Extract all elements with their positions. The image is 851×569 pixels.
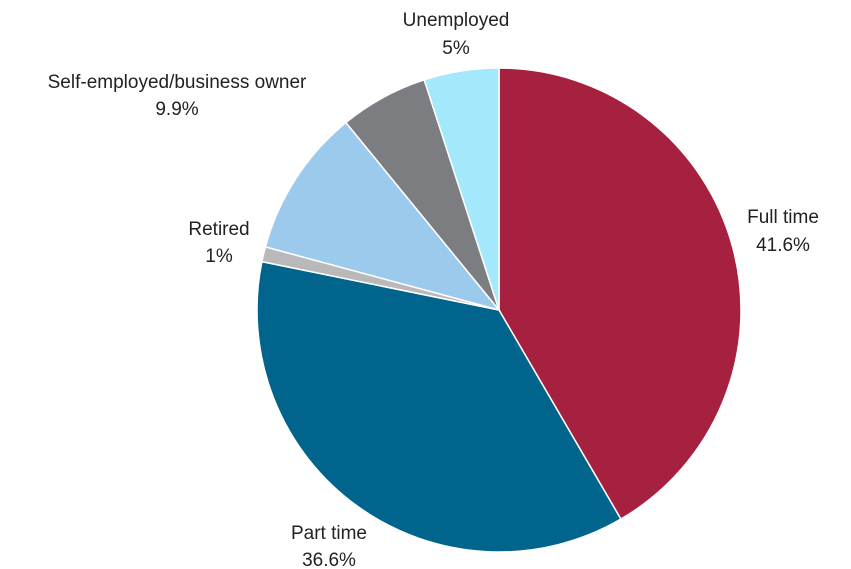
self-employed-value: 9.9%: [155, 99, 198, 120]
slice-label-unemployed: Unemployed 5%: [403, 10, 510, 59]
full-time-value: 41.6%: [756, 235, 810, 256]
pie-slice-full-time-0: [498, 67, 742, 521]
part-time-label: Part time: [291, 523, 367, 544]
unemployed-label: Unemployed: [403, 10, 510, 31]
slice-label-self-employed: Self-employed/business owner 9.9%: [48, 72, 307, 120]
part-time-value: 36.6%: [302, 550, 356, 569]
slice-label-retired: Retired 1%: [188, 219, 249, 267]
slice-label-part-time: Part time 36.6%: [291, 523, 367, 569]
pie-slice-unemployed-5: [423, 67, 500, 311]
pie-slices: [256, 67, 742, 553]
self-employed-label: Self-employed/business owner: [48, 72, 307, 93]
full-time-label: Full time: [747, 207, 819, 228]
retired-value: 1%: [205, 246, 233, 267]
retired-label: Retired: [188, 219, 249, 240]
slice-label-full-time: Full time 41.6%: [747, 207, 819, 256]
unemployed-value: 5%: [442, 38, 470, 59]
pie-slice-part-time-1: [256, 260, 622, 553]
pie-slice-self-employed-business-owner-3: [264, 121, 502, 312]
